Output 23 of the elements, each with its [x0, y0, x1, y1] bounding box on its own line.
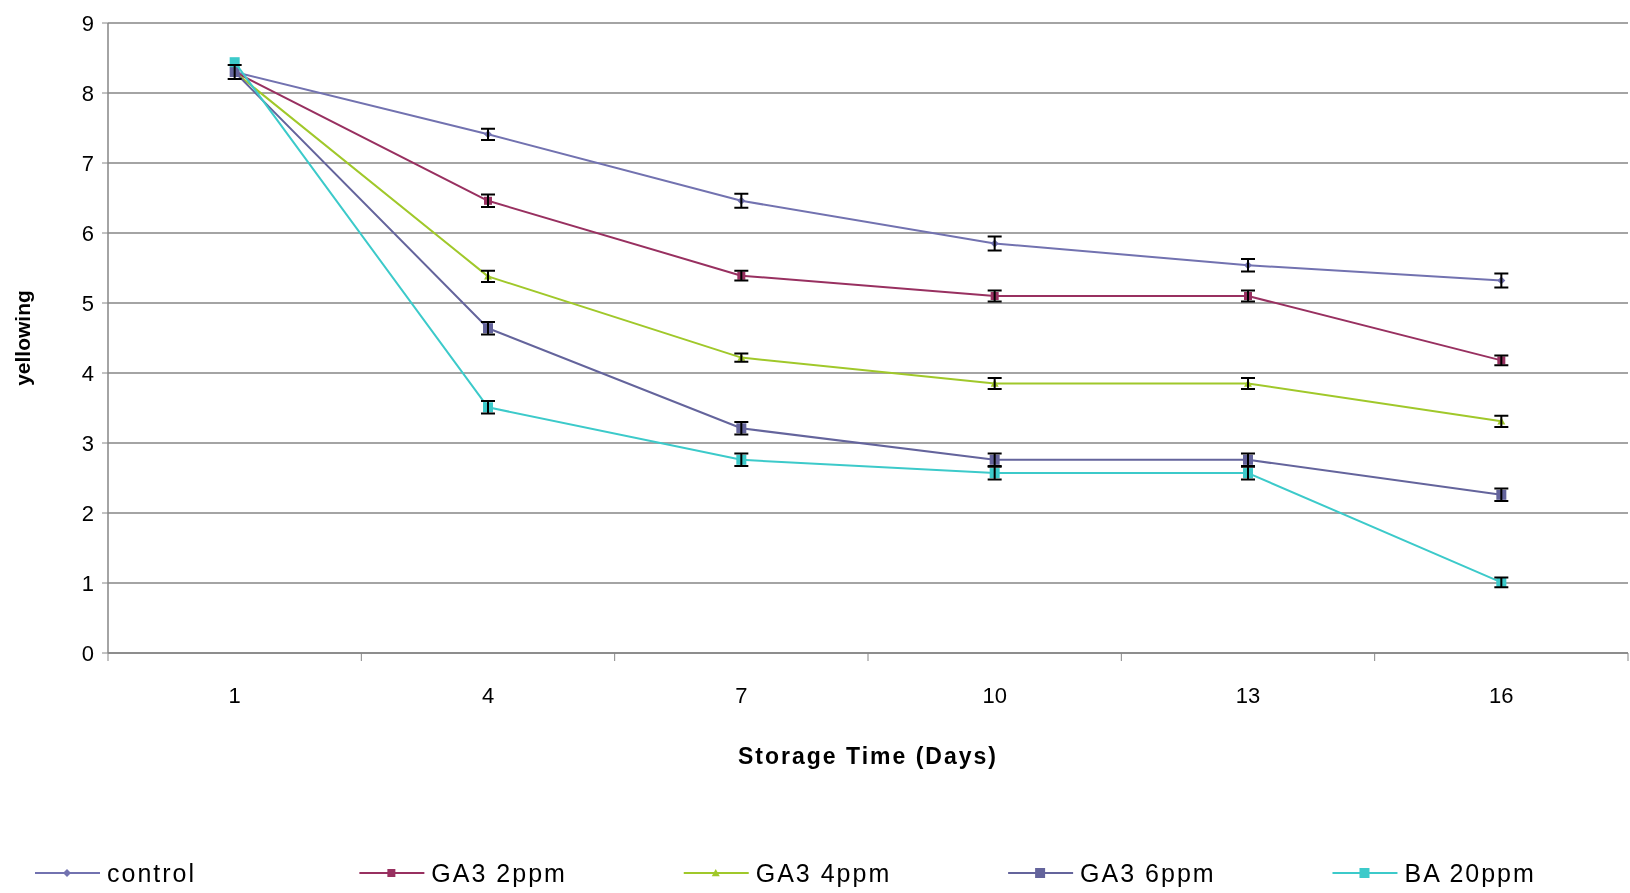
x-tick-label: 4 [481, 683, 495, 708]
y-tick-label: 2 [81, 500, 94, 526]
y-tick-label: 4 [81, 360, 94, 386]
x-tick-label: 16 [1489, 683, 1514, 708]
y-tick-label: 9 [81, 10, 94, 36]
y-tick-label: 5 [81, 290, 94, 316]
x-tick-label: 13 [1235, 683, 1261, 708]
legend-label: control [107, 858, 197, 887]
x-tick-label: 10 [982, 683, 1007, 708]
y-axis-title: yellowing [11, 290, 34, 386]
y-tick-label: 1 [81, 570, 94, 596]
y-tick-label: 3 [81, 430, 94, 456]
legend-label: GA3 6ppm [1080, 858, 1216, 887]
legend-label: GA3 2ppm [431, 858, 567, 887]
legend-label: GA3 4ppm [755, 858, 892, 887]
x-tick-label: 7 [735, 683, 748, 708]
y-tick-label: 6 [81, 220, 94, 246]
x-axis-title: Storage Time (Days) [738, 743, 998, 769]
x-tick-label: 1 [228, 683, 241, 708]
legend-label: BA 20ppm [1404, 858, 1536, 887]
y-tick-label: 0 [81, 640, 94, 666]
y-tick-label: 7 [81, 150, 94, 176]
y-tick-label: 8 [81, 80, 94, 106]
